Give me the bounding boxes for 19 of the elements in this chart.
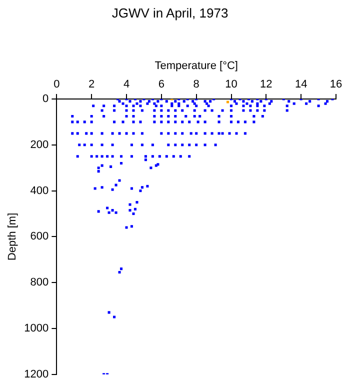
x-tick-label: 10	[225, 78, 238, 90]
x-tick-label: 2	[88, 78, 95, 90]
x-axis-title: Temperature [°C]	[154, 60, 238, 72]
y-tick-label: 1000	[24, 322, 49, 335]
y-tick-label: 1200	[24, 368, 49, 380]
y-tick-label: 400	[30, 184, 49, 197]
y-tick-label: 0	[42, 93, 49, 106]
chart-title: JGWV in April, 1973	[112, 5, 228, 20]
x-tick-label: 0	[54, 78, 60, 90]
y-tick-label: 800	[30, 276, 49, 289]
x-tick-label: 12	[260, 78, 272, 90]
x-tick-label: 4	[123, 78, 130, 90]
y-tick-label: 600	[30, 230, 49, 243]
x-tick-label: 16	[330, 78, 342, 90]
y-axis-title: Depth [m]	[6, 212, 19, 261]
x-tick-label: 14	[294, 78, 308, 90]
x-tick-label: 6	[158, 78, 164, 90]
x-tick-label: 8	[193, 78, 200, 90]
y-tick-label: 200	[30, 138, 49, 151]
